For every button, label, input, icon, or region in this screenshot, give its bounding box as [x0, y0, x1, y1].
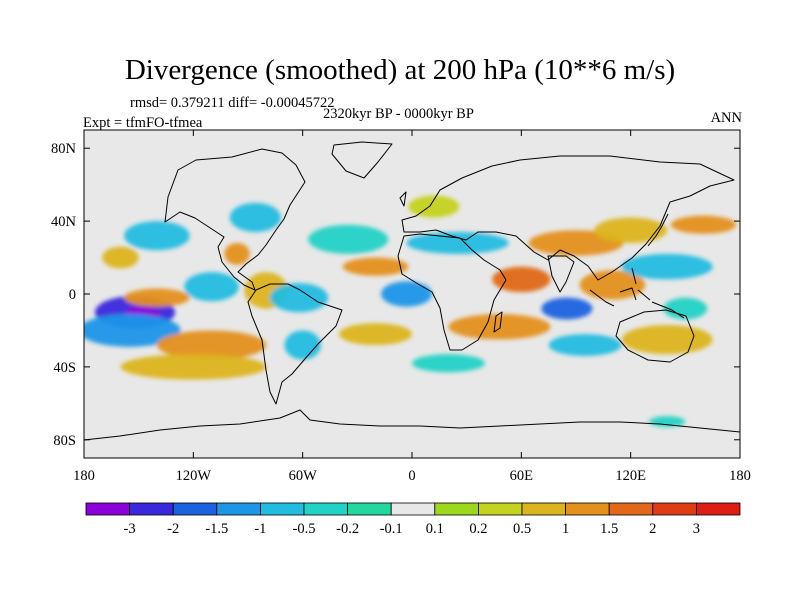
stats-line: rmsd= 0.379211 diff= -0.00045722	[130, 95, 335, 111]
field-region-9	[224, 242, 250, 265]
field-region-15	[308, 224, 389, 254]
field-region-5	[120, 354, 267, 380]
colorbar-box-8	[434, 502, 479, 516]
colorbar-label-4: -0.5	[293, 521, 316, 537]
field-region-17	[381, 281, 433, 307]
field-region-4	[156, 330, 267, 360]
coast-north-america	[164, 148, 306, 291]
field-region-31	[648, 416, 686, 428]
field-region-20	[448, 314, 551, 340]
field-region-23	[541, 297, 593, 320]
colorbar-box-4	[259, 502, 305, 516]
colorbar-box-14	[696, 502, 741, 516]
field-region-6	[184, 272, 239, 302]
colorbar-label-7: 0.1	[426, 521, 444, 537]
colorbar-label-9: 0.5	[513, 521, 531, 537]
colorbar-box-3	[216, 502, 261, 516]
field-region-19	[406, 232, 509, 254]
colorbar-box-5	[303, 502, 348, 516]
y-tick-label-0: 80N	[51, 141, 77, 157]
coast-madagascar	[493, 311, 503, 333]
colorbar-label-8: 0.2	[469, 521, 487, 537]
experiment-line: Expt = tfmFO-tfmea	[83, 115, 203, 131]
x-tick-label-4: 60E	[510, 468, 534, 484]
coast-africa	[397, 233, 507, 351]
field-region-28	[621, 253, 713, 280]
coast-antarctica	[84, 409, 740, 441]
y-tick-label-2: 0	[69, 287, 76, 303]
field-region-2	[84, 314, 181, 347]
colorbar-box-0	[85, 502, 130, 516]
field-region-30	[663, 297, 708, 320]
y-tick-label-4: 80S	[53, 433, 76, 449]
coast-greenland	[331, 141, 393, 179]
field-region-7	[124, 221, 190, 251]
coast-uk	[399, 191, 407, 207]
x-tick-label-0: 180	[73, 468, 95, 484]
period-line: 2320kyr BP - 0000kyr BP	[323, 106, 474, 122]
field-region-16	[342, 257, 409, 276]
field-region-22	[492, 266, 551, 293]
colorbar-box-9	[477, 502, 523, 516]
coastlines	[84, 141, 740, 441]
colorbar-box-1	[129, 502, 174, 516]
x-tick-label-2: 60W	[289, 468, 318, 484]
field-region-26	[594, 217, 668, 243]
colorbar-box-2	[172, 502, 218, 516]
field-region-10	[229, 202, 281, 233]
colorbar-label-3: -1	[254, 521, 266, 537]
field-region-8	[102, 246, 139, 269]
y-tick-label-3: 40S	[53, 360, 76, 376]
field-region-14	[339, 323, 412, 346]
season-label: ANN	[710, 110, 742, 126]
axes: 180 120W 60W 0 60E 120E 180 80N 40N 0 40S 80S	[51, 130, 751, 484]
divergence-field	[84, 195, 737, 428]
colorbar-box-12	[608, 502, 654, 516]
colorbar-label-13: 3	[693, 521, 700, 537]
field-region-3	[124, 288, 190, 307]
colorbar-box-7	[390, 502, 436, 516]
coast-japan	[647, 213, 669, 247]
colorbar-label-0: -3	[124, 521, 136, 537]
colorbar-label-1: -2	[167, 521, 179, 537]
coast-india	[547, 255, 575, 293]
field-region-21	[412, 354, 485, 373]
x-tick-label-1: 120W	[176, 468, 212, 484]
colorbar-label-5: -0.2	[336, 521, 359, 537]
x-tick-label-6: 180	[729, 468, 751, 484]
y-tick-label-1: 40N	[51, 214, 77, 230]
coast-europe-asia	[401, 155, 735, 281]
colorbar-label-10: 1	[562, 521, 569, 537]
colorbar-box-13	[652, 502, 697, 516]
colorbar-label-6: -0.1	[380, 521, 403, 537]
colorbar-label-11: 1.5	[600, 521, 618, 537]
field-region-13	[284, 330, 321, 360]
field-region-32	[670, 215, 737, 234]
colorbar-box-6	[347, 502, 392, 516]
colorbar: -3 -2 -1.5 -1 -0.5 -0.2 -0.1 0.1 0.2 0.5 1 1.5 2 3	[85, 502, 741, 537]
field-region-12	[269, 283, 329, 313]
field-region-29	[621, 324, 713, 355]
chart-title: Divergence (smoothed) at 200 hPa (10**6 …	[124, 54, 676, 86]
colorbar-box-10	[521, 502, 566, 516]
coast-australia	[615, 309, 695, 363]
colorbar-box-11	[565, 502, 610, 516]
coast-south-america	[247, 283, 343, 405]
x-tick-label-3: 0	[408, 468, 415, 484]
colorbar-label-2: -1.5	[205, 521, 228, 537]
field-region-24	[548, 334, 622, 356]
x-tick-label-5: 120E	[615, 468, 646, 484]
coast-maritime	[589, 267, 685, 319]
colorbar-label-12: 2	[649, 521, 656, 537]
